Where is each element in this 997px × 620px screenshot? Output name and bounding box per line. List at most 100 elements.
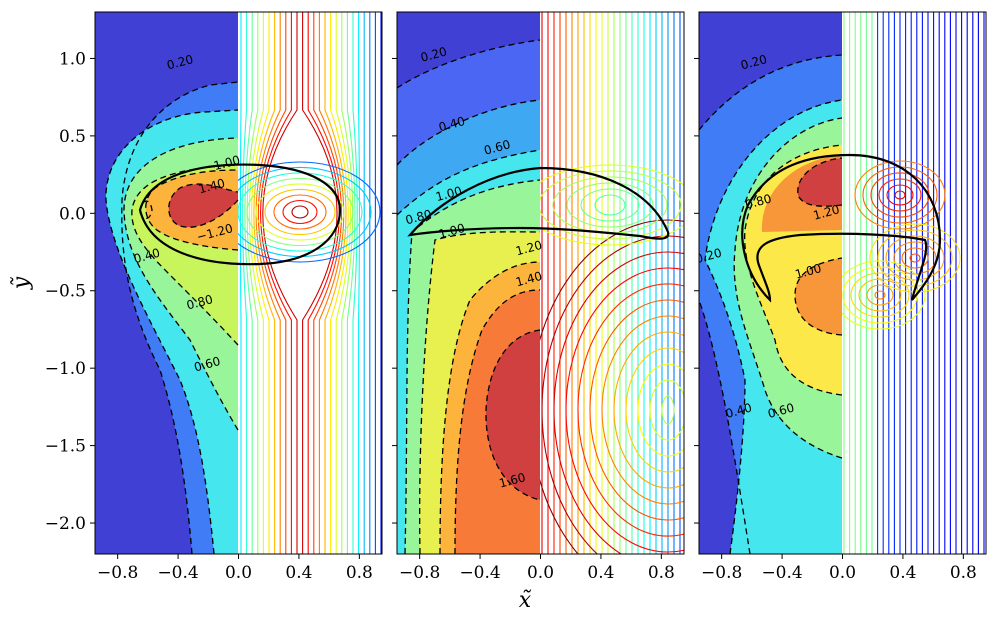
x-tick-label: 0.4 bbox=[889, 563, 916, 583]
streamline bbox=[291, 205, 309, 219]
axis-ticks: −0.8 −0.4 0.0 0.4 0.8 −0.8 −0.4 0.0 0.4 0.8 −0.8 −0… bbox=[45, 49, 977, 583]
streamline bbox=[358, 12, 360, 554]
streamline bbox=[649, 379, 684, 441]
x-tick-label: 0.0 bbox=[829, 563, 856, 583]
x-tick-label: −0.8 bbox=[97, 563, 138, 583]
streamline bbox=[238, 166, 372, 258]
streamline bbox=[877, 229, 953, 287]
streamline bbox=[313, 12, 343, 554]
streamline bbox=[862, 166, 938, 224]
x-tick-label: −0.8 bbox=[701, 563, 742, 583]
x-tick-label: 0.0 bbox=[527, 563, 554, 583]
streamline bbox=[257, 12, 287, 554]
streamline bbox=[909, 253, 921, 263]
x-tick-label: 0.8 bbox=[648, 563, 675, 583]
y-tick-label: 0.0 bbox=[59, 204, 86, 224]
x-axis-label: x̃ bbox=[519, 588, 532, 613]
x-tick-label: 0.4 bbox=[285, 563, 312, 583]
streamline bbox=[264, 189, 336, 235]
streamline bbox=[661, 395, 675, 425]
streamline bbox=[565, 267, 684, 553]
contour-label: 1.20 bbox=[514, 238, 543, 258]
streamline bbox=[238, 172, 363, 252]
x-tick-label: −0.8 bbox=[399, 563, 440, 583]
contour-label: 0.60 bbox=[482, 137, 511, 157]
y-tick-label: 0.5 bbox=[59, 127, 86, 147]
contour-label: 0.20 bbox=[739, 52, 768, 72]
streamline bbox=[594, 194, 626, 216]
streamline bbox=[625, 347, 684, 473]
y-tick-label: −0.5 bbox=[45, 282, 86, 302]
y-tick-label: −1.0 bbox=[45, 359, 86, 379]
streamline bbox=[330, 12, 349, 554]
contour-label: 1.60 bbox=[498, 470, 527, 490]
contour-label: 0.40 bbox=[724, 401, 753, 421]
contour-fill-level-6 bbox=[797, 158, 842, 207]
streamline bbox=[540, 170, 682, 240]
streamline bbox=[874, 290, 886, 300]
streamline bbox=[850, 272, 910, 318]
streamline bbox=[253, 12, 276, 554]
streamline bbox=[553, 251, 684, 554]
contour-label: 0.80 bbox=[744, 191, 773, 211]
streamline bbox=[842, 260, 926, 330]
streamlines bbox=[540, 12, 684, 554]
contour-label: 0.40 bbox=[132, 246, 161, 266]
streamline bbox=[894, 190, 906, 200]
x-tick-label: 0.8 bbox=[950, 563, 977, 583]
streamline bbox=[251, 12, 270, 554]
y-tick-label: 1.0 bbox=[59, 49, 86, 69]
x-tick-label: 0.0 bbox=[225, 563, 252, 583]
streamline bbox=[870, 172, 930, 218]
contour-lines bbox=[397, 39, 541, 554]
streamline bbox=[878, 178, 922, 212]
interface-outline bbox=[138, 163, 342, 266]
contour-label: 0.20 bbox=[419, 44, 448, 64]
contour-lines bbox=[699, 54, 843, 554]
contour-label: 0.60 bbox=[193, 354, 222, 374]
streamline bbox=[302, 12, 338, 554]
x-tick-label: −0.4 bbox=[157, 563, 198, 583]
streamline bbox=[255, 183, 345, 241]
contour-fill-level-8 bbox=[485, 330, 540, 500]
contour-label: 1.00 bbox=[434, 184, 463, 204]
interface-outline bbox=[741, 153, 942, 303]
streamline bbox=[601, 315, 684, 505]
streamline bbox=[566, 182, 654, 228]
streamlines bbox=[842, 12, 985, 554]
interface-outline bbox=[407, 166, 670, 240]
streamline bbox=[248, 12, 264, 554]
streamline bbox=[282, 199, 318, 225]
contour-label: 1.00 bbox=[437, 221, 466, 241]
streamline bbox=[239, 12, 242, 554]
streamline bbox=[866, 284, 894, 306]
streamline bbox=[842, 266, 918, 324]
contour-label: 0.60 bbox=[766, 401, 795, 421]
panel-middle: 0.20 0.40 0.60 0.801.00 1.00 1.20 1.40 1.60 bbox=[397, 12, 684, 554]
contour-label: 1.00 bbox=[794, 261, 823, 281]
contour-label: 0.80 bbox=[404, 207, 433, 227]
x-tick-label: −0.4 bbox=[459, 563, 500, 583]
streamline bbox=[346, 12, 356, 554]
streamline-background bbox=[238, 12, 382, 554]
x-tick-label: −0.4 bbox=[761, 563, 802, 583]
streamline bbox=[260, 12, 292, 554]
panel-left: 0.201.001.40−1.200.400.800.60 bbox=[95, 12, 382, 554]
streamline bbox=[238, 161, 381, 263]
x-tick-label: 0.4 bbox=[587, 563, 614, 583]
contour-label: 1.00 bbox=[212, 153, 241, 173]
contour-fill-level-6 bbox=[168, 184, 238, 228]
contour-label: 0.80 bbox=[185, 292, 214, 312]
contour-label: 0.20 bbox=[165, 52, 194, 72]
streamline bbox=[541, 235, 684, 554]
streamline bbox=[262, 12, 298, 554]
contour-label: 1.20 bbox=[812, 202, 841, 222]
streamline bbox=[580, 188, 640, 222]
streamline bbox=[637, 363, 684, 457]
x-tick-label: 0.8 bbox=[346, 563, 373, 583]
streamline bbox=[886, 184, 914, 206]
streamline bbox=[858, 278, 902, 312]
contour-label: 1.40 bbox=[514, 269, 543, 289]
panel-right: 0.200.801.200.201.000.40 0.60 bbox=[699, 12, 986, 554]
